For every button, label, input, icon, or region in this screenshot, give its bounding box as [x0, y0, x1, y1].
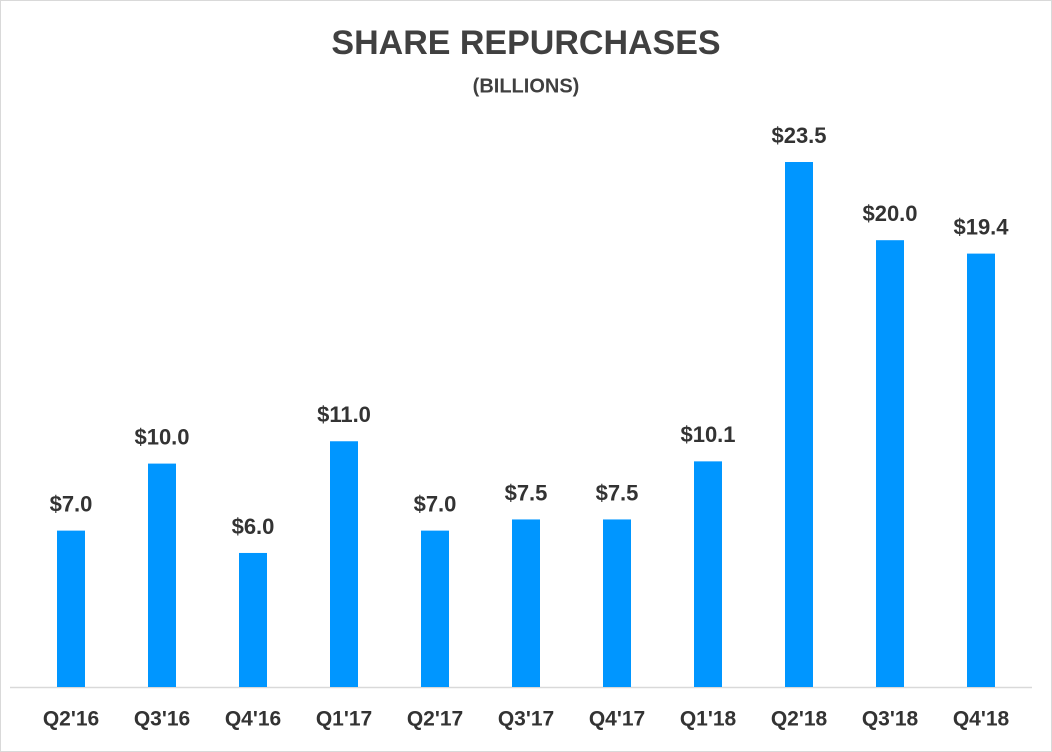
bar [148, 463, 176, 687]
x-tick-label: Q4'18 [953, 708, 1010, 731]
bar [694, 461, 722, 687]
x-tick-label: Q4'17 [589, 708, 645, 731]
data-label: $7.0 [50, 491, 93, 516]
data-label: $11.0 [317, 402, 371, 427]
bar [603, 519, 631, 687]
x-tick-label: Q2'16 [43, 708, 99, 731]
x-tick-label: Q1'18 [680, 708, 737, 731]
data-label: $7.5 [505, 480, 548, 505]
data-label: $10.0 [134, 424, 189, 449]
chart-subtitle: (BILLIONS) [473, 75, 580, 97]
x-tick-label: Q2'18 [771, 708, 828, 731]
x-tick-label: Q3'17 [498, 708, 554, 731]
bar [421, 530, 449, 687]
x-tick-label: Q1'17 [316, 708, 372, 731]
data-label: $6.0 [232, 514, 275, 539]
bar [785, 162, 813, 687]
data-label: $23.5 [771, 123, 826, 148]
bar [512, 519, 540, 687]
bar [967, 253, 995, 687]
data-label: $7.5 [596, 480, 639, 505]
bar [239, 552, 267, 687]
x-tick-label: Q3'16 [134, 708, 190, 731]
data-label: $10.1 [680, 422, 735, 447]
data-label: $20.0 [862, 201, 917, 226]
bar [330, 441, 358, 687]
bar [57, 530, 85, 687]
data-label: $19.4 [953, 214, 1009, 239]
bar [876, 240, 904, 687]
data-label: $7.0 [414, 491, 457, 516]
x-tick-label: Q4'16 [225, 708, 281, 731]
x-tick-label: Q3'18 [862, 708, 919, 731]
chart-title: SHARE REPURCHASES [331, 24, 720, 62]
x-tick-label: Q2'17 [407, 708, 463, 731]
